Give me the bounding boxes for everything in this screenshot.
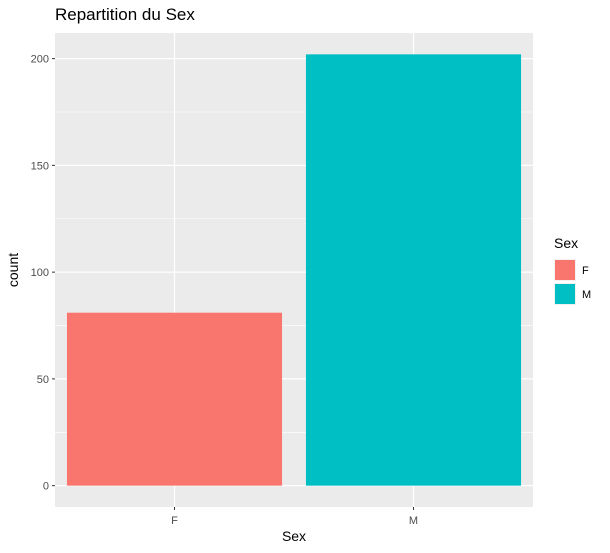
chart-title: Repartition du Sex xyxy=(55,5,195,24)
y-tick-label: 100 xyxy=(31,267,49,279)
y-tick-label: 50 xyxy=(37,374,49,386)
y-tick-label: 200 xyxy=(31,54,49,66)
legend-title: Sex xyxy=(554,235,578,251)
legend-entries: FM xyxy=(554,259,591,305)
y-axis-ticks: 0 50 100 150 200 xyxy=(31,54,55,493)
y-tick-label: 150 xyxy=(31,160,49,172)
legend-label: F xyxy=(582,265,589,277)
legend-swatch-f xyxy=(555,260,575,280)
legend-label: M xyxy=(582,289,591,301)
y-tick-label: 0 xyxy=(43,481,49,493)
legend-swatch-m xyxy=(555,284,575,304)
x-axis-title: Sex xyxy=(282,528,306,544)
legend: Sex FM xyxy=(554,235,591,305)
y-axis-title: count xyxy=(5,253,21,287)
x-tick-label: M xyxy=(409,515,418,527)
bar-f xyxy=(66,312,283,486)
bar-m xyxy=(305,54,522,486)
bars xyxy=(66,54,522,486)
x-tick-label: F xyxy=(171,515,178,527)
